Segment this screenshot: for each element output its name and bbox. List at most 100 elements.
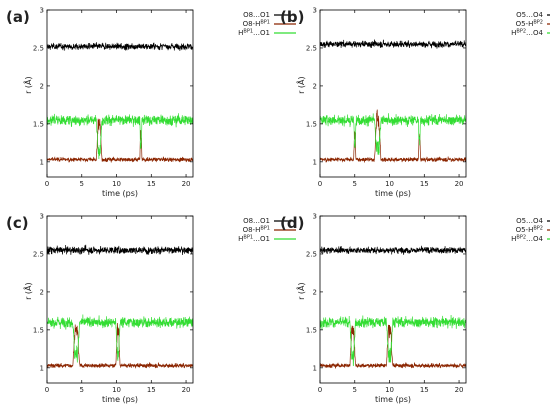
- y-tick-label: 1: [40, 364, 44, 372]
- x-tick-label: 0: [318, 386, 322, 394]
- x-tick-label: 20: [182, 180, 191, 188]
- x-tick-label: 15: [147, 386, 156, 394]
- series-line-2: [320, 314, 466, 367]
- series-line-0: [47, 42, 193, 51]
- legend-superscript: BP1: [243, 29, 253, 35]
- legend-name: H: [238, 235, 243, 243]
- legend-suffix: …O1: [253, 29, 270, 37]
- y-tick-label: 2: [40, 288, 44, 296]
- y-tick-label: 1.5: [33, 326, 44, 334]
- legend-name: O5…O4: [516, 217, 543, 225]
- series-line-1: [47, 322, 193, 369]
- series-line-1: [320, 109, 466, 163]
- y-tick-label: 1.5: [306, 326, 317, 334]
- y-tick-label: 3: [40, 213, 44, 221]
- legend-entry: HBP1…O1: [238, 235, 270, 244]
- y-axis-label: r (Å): [295, 282, 306, 300]
- y-axis-label: r (Å): [295, 76, 306, 94]
- x-axis-label: time (ps): [375, 395, 411, 404]
- legend-suffix: …O1: [253, 235, 270, 243]
- legend-superscript: BP1: [243, 235, 253, 241]
- series-line-2: [47, 113, 193, 160]
- series-line-1: [47, 118, 193, 163]
- series-line-0: [320, 38, 466, 49]
- panel-1: (b) 0 5 10 15 20 1 1.5 2 2.5 3 time (ps) r (Å) O5…O4O…: [280, 7, 550, 198]
- y-axis-label: r (Å): [22, 76, 33, 94]
- legend-entry: O5…O4: [516, 11, 543, 19]
- y-tick-label: 1.5: [33, 120, 44, 128]
- x-tick-label: 20: [455, 180, 464, 188]
- y-tick-label: 1.5: [306, 120, 317, 128]
- legend-name: O8-H: [243, 20, 261, 28]
- x-tick-label: 15: [147, 180, 156, 188]
- legend-name: O8…O1: [243, 11, 270, 19]
- legend-superscript: BP2: [533, 226, 543, 232]
- x-tick-label: 15: [420, 386, 429, 394]
- x-tick-label: 10: [112, 386, 121, 394]
- series-line-2: [320, 113, 466, 156]
- y-tick-label: 2: [313, 288, 317, 296]
- y-tick-label: 2.5: [306, 250, 317, 258]
- legend-name: O8…O1: [243, 217, 270, 225]
- legend-entry: O8-HBP1: [243, 20, 270, 29]
- panel-0: (a) 0 5 10 15 20 1 1.5 2 2.5 3 time (ps) r (Å) O8…O1O…: [6, 7, 296, 198]
- y-tick-label: 2.5: [33, 44, 44, 52]
- x-tick-label: 5: [353, 386, 357, 394]
- x-tick-label: 0: [45, 180, 49, 188]
- legend-entry: O8…O1: [243, 11, 270, 19]
- legend-name: H: [238, 29, 243, 37]
- x-axis-label: time (ps): [375, 189, 411, 198]
- legend-superscript: BP2: [516, 29, 526, 35]
- x-axis-label: time (ps): [102, 395, 138, 404]
- x-tick-label: 5: [80, 180, 84, 188]
- legend-superscript: BP2: [533, 20, 543, 26]
- y-tick-label: 1: [40, 158, 44, 166]
- panel-label: (c): [6, 214, 29, 232]
- x-tick-label: 10: [385, 180, 394, 188]
- x-tick-label: 5: [353, 180, 357, 188]
- series-line-1: [320, 324, 466, 369]
- legend-suffix: …O4: [526, 29, 544, 37]
- legend-entry: O5…O4: [516, 217, 543, 225]
- panel-label: (b): [280, 8, 304, 26]
- x-tick-label: 20: [182, 386, 191, 394]
- y-axis-label: r (Å): [22, 282, 33, 300]
- panel-3: (d) 0 5 10 15 20 1 1.5 2 2.5 3 time (ps) r (Å) O5…O4O…: [280, 213, 550, 404]
- panel-label: (d): [280, 214, 304, 232]
- y-tick-label: 3: [313, 7, 317, 15]
- panel-2: (c) 0 5 10 15 20 1 1.5 2 2.5 3 time (ps) r (Å) O8…O1O…: [6, 213, 296, 404]
- plot-frame: [46, 9, 194, 178]
- y-tick-label: 3: [313, 213, 317, 221]
- legend-name: O5…O4: [516, 11, 543, 19]
- x-tick-label: 20: [455, 386, 464, 394]
- legend-name: H: [511, 29, 516, 37]
- legend-name: H: [511, 235, 516, 243]
- x-tick-label: 0: [318, 180, 322, 188]
- y-tick-label: 2.5: [33, 250, 44, 258]
- plot-frame: [319, 215, 467, 384]
- legend-suffix: …O4: [526, 235, 544, 243]
- x-tick-label: 15: [420, 180, 429, 188]
- plot-frame: [46, 215, 194, 384]
- legend-entry: O5-HBP2: [516, 20, 543, 29]
- legend-superscript: BP2: [516, 235, 526, 241]
- series-line-0: [47, 244, 193, 255]
- legend-entry: HBP2…O4: [511, 29, 543, 38]
- y-tick-label: 2: [40, 82, 44, 90]
- legend-entry: O5-HBP2: [516, 226, 543, 235]
- legend-entry: HBP2…O4: [511, 235, 543, 244]
- plot-frame: [319, 9, 467, 178]
- legend-entry: O8-HBP1: [243, 226, 270, 235]
- y-tick-label: 1: [313, 158, 317, 166]
- legend-name: O8-H: [243, 226, 261, 234]
- y-tick-label: 2: [313, 82, 317, 90]
- legend-name: O5-H: [516, 20, 534, 28]
- legend-superscript: BP1: [260, 226, 270, 232]
- legend-entry: HBP1…O1: [238, 29, 270, 38]
- panel-label: (a): [6, 8, 30, 26]
- x-axis-label: time (ps): [102, 189, 138, 198]
- legend-name: O5-H: [516, 226, 534, 234]
- x-tick-label: 10: [385, 386, 394, 394]
